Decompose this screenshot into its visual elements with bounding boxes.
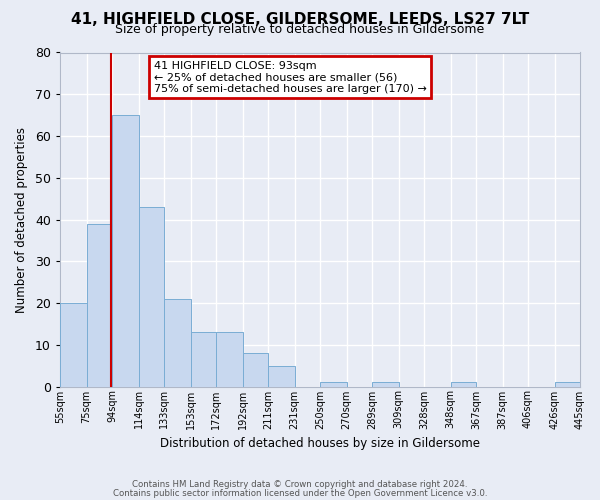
Bar [60, 303, 86, 386]
Bar [451, 382, 476, 386]
Bar [554, 382, 580, 386]
Text: 41 HIGHFIELD CLOSE: 93sqm
← 25% of detached houses are smaller (56)
75% of semi-: 41 HIGHFIELD CLOSE: 93sqm ← 25% of detac… [154, 61, 427, 94]
Bar [216, 332, 242, 386]
Bar [191, 332, 216, 386]
Bar [320, 382, 347, 386]
Y-axis label: Number of detached properties: Number of detached properties [15, 126, 28, 312]
Text: Contains public sector information licensed under the Open Government Licence v3: Contains public sector information licen… [113, 488, 487, 498]
Bar [164, 299, 191, 386]
Bar [372, 382, 398, 386]
Text: 41, HIGHFIELD CLOSE, GILDERSOME, LEEDS, LS27 7LT: 41, HIGHFIELD CLOSE, GILDERSOME, LEEDS, … [71, 12, 529, 28]
Bar [86, 224, 112, 386]
Bar [242, 353, 268, 386]
X-axis label: Distribution of detached houses by size in Gildersome: Distribution of detached houses by size … [160, 437, 480, 450]
Bar [139, 207, 164, 386]
Bar [268, 366, 295, 386]
Text: Size of property relative to detached houses in Gildersome: Size of property relative to detached ho… [115, 22, 485, 36]
Bar [112, 115, 139, 386]
Text: Contains HM Land Registry data © Crown copyright and database right 2024.: Contains HM Land Registry data © Crown c… [132, 480, 468, 489]
